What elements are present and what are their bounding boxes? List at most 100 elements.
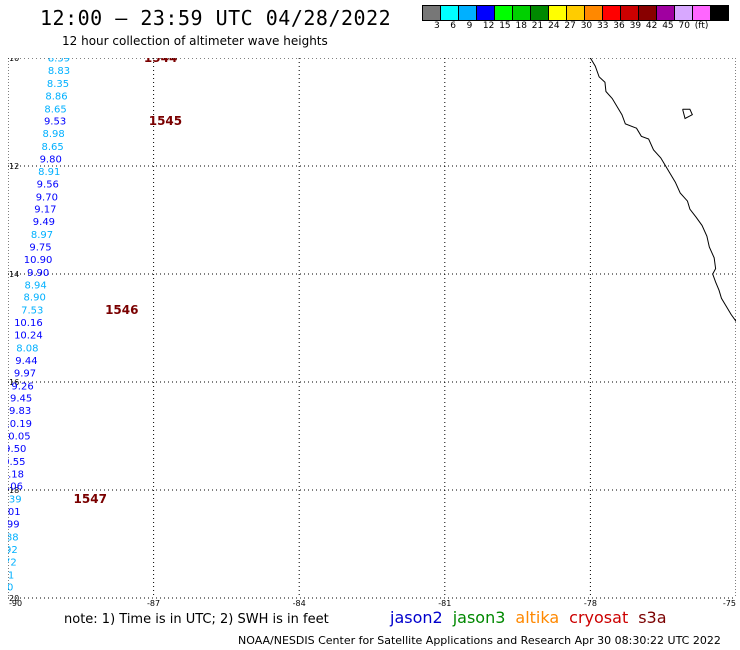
wave-height-value: 9.83 [9, 406, 31, 417]
longitude-tick-label: -84 [293, 599, 306, 608]
wave-height-value: 10.19 [8, 419, 32, 430]
coastline-path [589, 58, 736, 323]
map-subtitle: 12 hour collection of altimeter wave hei… [62, 34, 328, 48]
pass-number-label: 1547 [74, 492, 107, 506]
wave-height-value: 9.26 [11, 381, 33, 392]
longitude-tick-label: -81 [438, 599, 451, 608]
wave-height-value: 9.45 [10, 394, 32, 405]
coastline [589, 58, 736, 323]
color-scale-label: 33 [597, 21, 609, 31]
color-scale-label: 27 [564, 21, 576, 31]
map-grid [8, 58, 736, 599]
wave-height-value: 8.98 [42, 129, 64, 140]
color-swatch [638, 5, 657, 21]
note-text: note: 1) Time is in UTC; 2) SWH is in fe… [64, 612, 329, 627]
color-scale-label: 3 [434, 21, 440, 31]
wave-height-value: 9.75 [29, 243, 51, 254]
color-swatch [656, 5, 675, 21]
latitude-tick-label: 16 [9, 378, 19, 387]
color-scale-label: (ft) [694, 21, 709, 31]
wave-height-value: 8.65 [42, 142, 64, 153]
color-swatch [440, 5, 459, 21]
wave-height-value: 9.06 [8, 482, 23, 493]
wave-height-value: 9.90 [27, 268, 49, 279]
map-ticks: -90 -87 -84 -81 -78 -75 10 12 14 16 18 20 [9, 58, 736, 608]
wave-height-value: 8.90 [24, 293, 46, 304]
legend-entry-jason3: jason3 [452, 608, 506, 627]
color-scale-label: 15 [499, 21, 511, 31]
wave-height-value: 8.72 [8, 557, 17, 568]
wave-height-value: 9.80 [40, 154, 62, 165]
color-swatch [422, 5, 441, 21]
color-swatch [476, 5, 495, 21]
wave-height-value: 8.80 [8, 583, 13, 594]
color-swatch [584, 5, 603, 21]
color-scale-label: 45 [662, 21, 674, 31]
satellite-legend: jason2 jason3 altika cryosat s3a [390, 608, 677, 627]
island-outline [682, 108, 693, 120]
color-scale-label: 36 [613, 21, 625, 31]
color-scale-label: 24 [548, 21, 560, 31]
pass-labels: 1544 1545 1546 1547 [74, 58, 183, 506]
wave-height-value: 9.44 [15, 356, 37, 367]
color-swatch [530, 5, 549, 21]
legend-entry-jason2: jason2 [390, 608, 443, 627]
longitude-tick-label: -75 [723, 599, 736, 608]
credit-line: NOAA/NESDIS Center for Satellite Applica… [238, 634, 721, 647]
pass-number-label: 1544 [144, 58, 177, 65]
longitude-tick-label: -90 [9, 599, 22, 608]
color-swatch [566, 5, 585, 21]
wave-height-value: 8.91 [38, 167, 60, 178]
legend-entry-cryosat: cryosat [569, 608, 629, 627]
wave-height-value: 9.01 [8, 507, 21, 518]
color-swatch [710, 5, 729, 21]
legend-entry-s3a: s3a [638, 608, 667, 627]
wave-height-value: 9.97 [14, 368, 36, 379]
wave-height-map: -90 -87 -84 -81 -78 -75 10 12 14 16 18 20 8.598.83 8… [8, 58, 736, 608]
wave-height-value: 10.90 [24, 255, 53, 266]
color-scale-label: 6 [450, 21, 457, 31]
latitude-tick-label: 10 [9, 58, 19, 63]
map-title: 12:00 – 23:59 UTC 04/28/2022 [40, 6, 392, 30]
latitude-tick-label: 14 [9, 270, 19, 279]
wave-height-value: 9.17 [34, 205, 56, 216]
wave-height-value: 8.92 [8, 545, 18, 556]
wave-height-value: 9.18 [8, 469, 24, 480]
color-swatch [512, 5, 531, 21]
wave-height-value: 9.99 [8, 520, 20, 531]
wave-height-value: 9.56 [37, 179, 59, 190]
color-scale-labels: 3 6 9 12 15 18 21 24 27 30 33 36 39 42 45 70 (ft) [422, 21, 740, 33]
color-scale-label: 39 [629, 21, 642, 31]
color-scale-label: 21 [531, 21, 544, 31]
longitude-tick-label: -78 [584, 599, 597, 608]
legend-entry-altika: altika [515, 608, 560, 627]
color-scale-label: 9 [466, 21, 473, 31]
wave-height-value: 8.88 [8, 532, 19, 543]
color-swatch [548, 5, 567, 21]
wave-height-color-scale [422, 5, 729, 21]
color-swatch [458, 5, 477, 21]
color-scale-label: 18 [515, 21, 527, 31]
wave-height-value: 8.94 [25, 280, 47, 291]
wave-height-value: 9.49 [33, 217, 55, 228]
wave-height-value: 8.35 [47, 79, 69, 90]
wave-height-value: 8.86 [45, 91, 67, 102]
latitude-tick-label: 12 [9, 162, 19, 171]
wave-height-value: 9.70 [36, 192, 58, 203]
color-scale-label: 70 [678, 21, 690, 31]
wave-height-value: 8.97 [31, 230, 53, 241]
latitude-tick-label: 18 [9, 486, 19, 495]
color-swatch [620, 5, 639, 21]
wave-height-value: 7.53 [21, 306, 43, 317]
color-swatch [692, 5, 711, 21]
wave-height-value: 10.16 [14, 318, 43, 329]
wave-height-value: 8.39 [8, 495, 22, 506]
wave-height-value: 9.50 [8, 444, 26, 455]
color-swatch [494, 5, 513, 21]
color-scale-label: 42 [645, 21, 658, 31]
color-scale-label: 12 [482, 21, 495, 31]
wave-height-value: 10.24 [14, 331, 43, 342]
wave-height-value: 8.08 [16, 343, 38, 354]
wave-height-value: 8.65 [44, 104, 66, 115]
wave-height-value: 8.83 [48, 66, 70, 77]
